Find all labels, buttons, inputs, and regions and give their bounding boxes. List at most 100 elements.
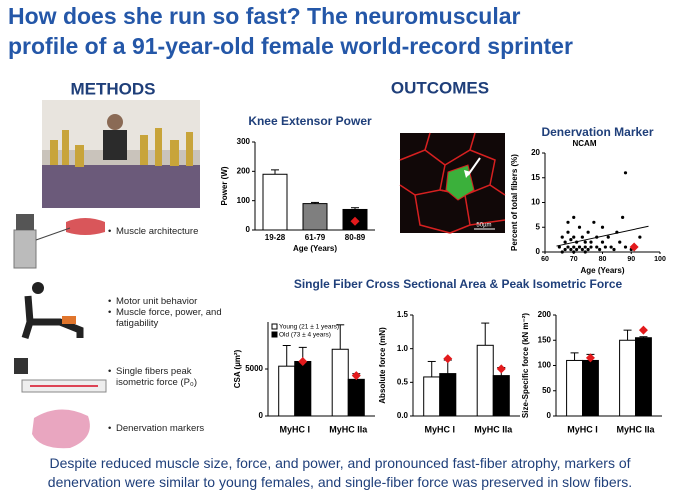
annotation: NCAM [573, 139, 597, 148]
title-line: profile of a 91-year-old female world-re… [8, 33, 573, 59]
bar [278, 365, 296, 417]
subject-marker [638, 325, 648, 335]
legend-swatch [271, 331, 278, 338]
point [566, 220, 570, 224]
bar [302, 203, 328, 231]
y-tick-label: 100 [538, 361, 552, 370]
micrograph: 50µm [399, 132, 506, 234]
point [606, 235, 610, 239]
method-item: Muscle architecture [108, 226, 228, 237]
point [577, 225, 582, 229]
x-tick-label: MyHC IIa [616, 424, 655, 434]
y-tick-label: 20 [531, 148, 540, 157]
point [623, 245, 628, 249]
method-item: Muscle force, power, and fatigability [108, 307, 228, 329]
y-tick-label: 0.5 [397, 377, 409, 386]
bar [262, 173, 288, 231]
x-tick-label: 90 [627, 256, 635, 263]
point [595, 245, 599, 249]
x-tick-label: 80-89 [345, 233, 366, 242]
x-axis-label: Age (Years) [580, 266, 624, 275]
y-tick-label: 1.0 [397, 344, 409, 353]
point [600, 240, 605, 244]
point [586, 247, 590, 252]
point [580, 247, 584, 252]
point [560, 235, 564, 239]
y-tick-label: 1.5 [397, 310, 409, 319]
point [583, 250, 587, 254]
footer-line: denervation were similar to young female… [47, 474, 633, 490]
bar [582, 359, 599, 417]
point [563, 247, 567, 252]
subject-marker [351, 371, 361, 381]
point [612, 247, 616, 252]
legend-swatch [271, 323, 278, 330]
x-tick-label: 61-79 [305, 233, 326, 242]
bar [476, 344, 494, 417]
x-axis-label: Age (Years) [293, 244, 337, 253]
bar [294, 360, 312, 417]
point [589, 245, 593, 249]
point [566, 230, 570, 234]
bar [566, 359, 583, 417]
y-tick-label: 300 [237, 137, 251, 146]
point [583, 245, 587, 249]
methods-heading: METHODS [71, 79, 156, 98]
y-tick-label: 200 [237, 166, 251, 175]
x-tick-label: MyHC I [567, 424, 598, 434]
subject-marker [496, 364, 506, 374]
point [592, 220, 596, 224]
y-tick-label: 0 [259, 411, 264, 420]
point [609, 245, 613, 249]
point [572, 250, 576, 254]
y-tick-label: 0.0 [397, 411, 409, 420]
outcomes-heading: OUTCOMES [391, 78, 489, 97]
subject-marker [350, 216, 360, 226]
legend-label: Young (21 ± 1 years) [279, 324, 339, 331]
point [569, 247, 573, 252]
x-tick-label: MyHC IIa [329, 424, 368, 434]
point [572, 235, 576, 239]
subject-marker [298, 356, 308, 366]
title-line: How does she run so fast? The neuromuscu… [8, 3, 521, 29]
x-tick-label: MyHC I [279, 424, 310, 434]
subject-marker [443, 354, 453, 364]
point [638, 235, 642, 239]
y-axis-label: CSA (µm²) [233, 349, 242, 388]
point [586, 230, 590, 234]
point [589, 240, 593, 244]
y-tick-label: 5000 [245, 364, 263, 373]
y-tick-label: 200 [538, 310, 552, 319]
y-tick-label: 150 [538, 335, 552, 344]
point [583, 240, 587, 244]
point [621, 215, 625, 219]
y-tick-label: 0 [536, 247, 541, 256]
y-tick-label: 0 [547, 411, 552, 420]
y-axis-label: Percent of total fibers (%) [510, 154, 519, 251]
photo [42, 100, 200, 208]
x-tick-label: MyHC I [424, 424, 455, 434]
scale-bar-label: 50µm [476, 223, 491, 229]
y-axis-label: Size-Specific force (kN m⁻²) [521, 313, 530, 418]
bar [347, 378, 365, 417]
point [563, 240, 567, 244]
y-tick-label: 50 [542, 386, 551, 395]
point [560, 250, 564, 254]
x-tick-label: 70 [570, 256, 578, 263]
point [600, 225, 605, 229]
x-tick-label: 80 [599, 256, 607, 263]
point [572, 215, 576, 219]
point [575, 247, 579, 252]
bar [619, 339, 636, 417]
section-title: Single Fiber Cross Sectional Area & Peak… [294, 277, 623, 291]
chart-title: Knee Extensor Power [248, 114, 372, 128]
bar [492, 375, 510, 417]
bar [331, 348, 349, 417]
icon-ultrasound [13, 214, 105, 269]
y-axis-label: Power (W) [220, 166, 229, 205]
icon-chair [21, 282, 84, 340]
bar [439, 373, 457, 417]
y-tick-label: 0 [246, 225, 251, 234]
